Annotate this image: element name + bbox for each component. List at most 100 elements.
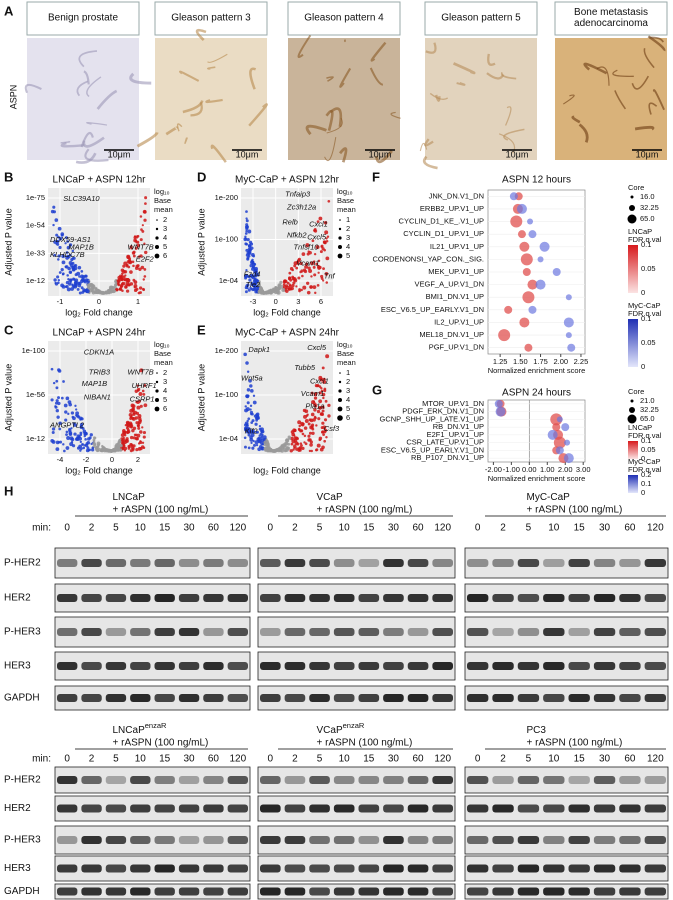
x-tick-label: -1.00	[503, 465, 520, 474]
gene-point	[245, 210, 248, 213]
blot-band	[492, 628, 514, 636]
x-tick-label: -2	[83, 455, 90, 464]
blot-band	[333, 628, 355, 636]
legend-dot	[154, 253, 160, 259]
gene-point	[141, 441, 145, 444]
legend-title: Base	[154, 349, 171, 358]
gene-point	[78, 275, 81, 278]
blot-band	[57, 776, 78, 784]
tissue-texture	[422, 155, 438, 170]
blot-band	[154, 887, 175, 896]
tissue-texture	[326, 76, 334, 82]
time-label: 0	[268, 754, 274, 765]
gene-point	[245, 361, 249, 365]
blot-band	[333, 559, 355, 567]
gene-point	[74, 437, 79, 441]
gene-point	[326, 235, 330, 238]
gene-point	[243, 352, 247, 357]
gene-point	[114, 280, 117, 283]
gene-point	[309, 443, 313, 447]
gene-point	[136, 405, 141, 410]
blot-band	[154, 594, 175, 602]
tissue-texture	[86, 76, 102, 98]
gene-point	[325, 239, 329, 243]
gene-point	[62, 380, 65, 383]
time-label: 30	[599, 754, 611, 765]
blot-band	[203, 694, 224, 702]
cell-name: LNCaP	[113, 725, 146, 736]
blot-band	[407, 594, 429, 602]
time-label: 0	[475, 523, 481, 534]
panel-label: H	[4, 483, 13, 498]
gene-point	[119, 448, 123, 452]
blot-band	[57, 887, 78, 896]
gene-point	[139, 215, 143, 218]
blot-band	[154, 628, 175, 636]
row-label: PDGF_ERK_DN.V1_DN	[402, 407, 484, 416]
blot-band	[260, 628, 281, 636]
gene-point	[135, 447, 139, 452]
gene-point	[315, 424, 318, 427]
mycap-dot	[552, 268, 561, 276]
gene-point	[121, 438, 126, 443]
legend-label: 6	[346, 413, 350, 422]
gene-point	[288, 271, 292, 275]
gene-point	[244, 445, 247, 449]
blot-band	[407, 836, 429, 844]
blot-band	[358, 559, 380, 567]
blot-band	[517, 776, 540, 784]
gene-point	[247, 417, 251, 421]
gene-point	[271, 449, 275, 453]
lncap-dot	[498, 329, 511, 342]
row-label: P-HER3	[4, 627, 41, 638]
gene-point	[325, 354, 330, 359]
lncap-dot	[524, 343, 533, 352]
blot-band	[358, 887, 380, 896]
gene-point	[74, 404, 77, 407]
blot-band	[178, 836, 200, 844]
blot-band	[227, 887, 248, 896]
blot-band	[130, 864, 151, 873]
blot-band	[260, 594, 281, 602]
blot-band	[568, 836, 590, 844]
gene-point	[142, 209, 147, 214]
gene-point	[303, 434, 307, 438]
gene-point	[69, 263, 74, 268]
gene-point	[243, 436, 247, 440]
tissue-texture	[83, 70, 90, 85]
blot-band	[227, 628, 248, 636]
legend-title: FDR.q.val	[628, 431, 662, 440]
gene-point	[279, 445, 282, 449]
blot-band	[543, 804, 565, 813]
gene-point	[307, 434, 311, 438]
gene-point	[101, 444, 104, 448]
time-label: 2	[292, 523, 298, 534]
gene-point	[325, 256, 330, 261]
blot-band	[358, 594, 380, 602]
legend-dot	[155, 245, 159, 249]
scale-label: 10μm	[506, 149, 529, 159]
blot-band	[432, 804, 453, 813]
legend-title: FDR.q.val	[628, 465, 662, 474]
gene-point	[282, 443, 286, 448]
row-label: GCNP_SHH_UP_LATE.V1_UP	[380, 414, 484, 423]
gene-point	[144, 196, 148, 200]
time-label: 5	[317, 523, 323, 534]
gene-point	[71, 249, 75, 253]
header-box	[26, 1, 140, 36]
gene-point	[83, 434, 86, 438]
gene-point	[249, 410, 254, 415]
gene-point	[317, 271, 320, 274]
blot-band	[517, 864, 540, 873]
gene-point	[138, 392, 143, 397]
gene-point	[327, 199, 331, 203]
gene-point	[65, 433, 68, 437]
time-label: 10	[548, 523, 560, 534]
legend-title: log₁₀	[154, 187, 170, 196]
gene-point	[55, 447, 60, 452]
gene-point	[86, 285, 91, 289]
gene-point	[66, 245, 71, 250]
gene-point	[261, 433, 264, 437]
gene-point	[125, 277, 130, 282]
gene-point	[245, 273, 249, 278]
